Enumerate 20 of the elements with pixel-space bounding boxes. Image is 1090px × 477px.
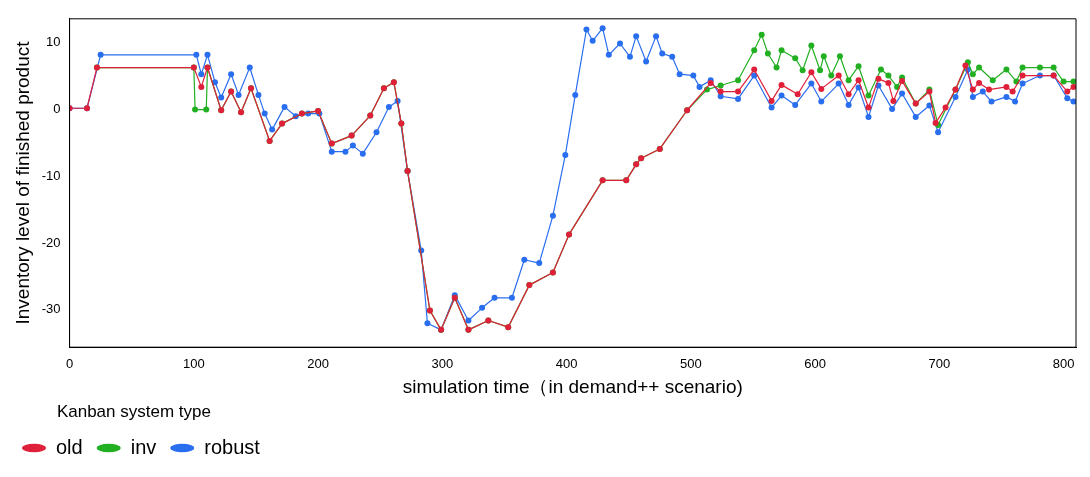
y-tick-label: -10 [41,167,61,183]
y-axis-title: Inventory level of finished product [11,40,33,325]
x-tick-label: 100 [182,355,205,371]
legend-title: Kanban system type [56,401,211,421]
x-tick-label: 0 [65,355,74,371]
x-tick-label: 400 [555,355,578,371]
legend-label: old [56,435,83,458]
x-axis-title: simulation time（in demand++ scenario) [402,376,743,398]
x-tick-label: 800 [1052,355,1075,371]
y-tick-label: -20 [41,234,61,250]
y-tick-label: 0 [53,101,61,117]
legend-label: robust [204,435,261,458]
x-tick-label: 500 [679,355,702,371]
y-tick-label: 10 [46,34,61,50]
x-tick-label: 700 [928,355,951,371]
legend-label: inv [130,435,157,458]
y-tick-label: -30 [41,301,61,317]
x-tick-label: 300 [431,355,454,371]
x-tick-label: 600 [804,355,826,371]
x-tick-label: 200 [307,355,329,371]
